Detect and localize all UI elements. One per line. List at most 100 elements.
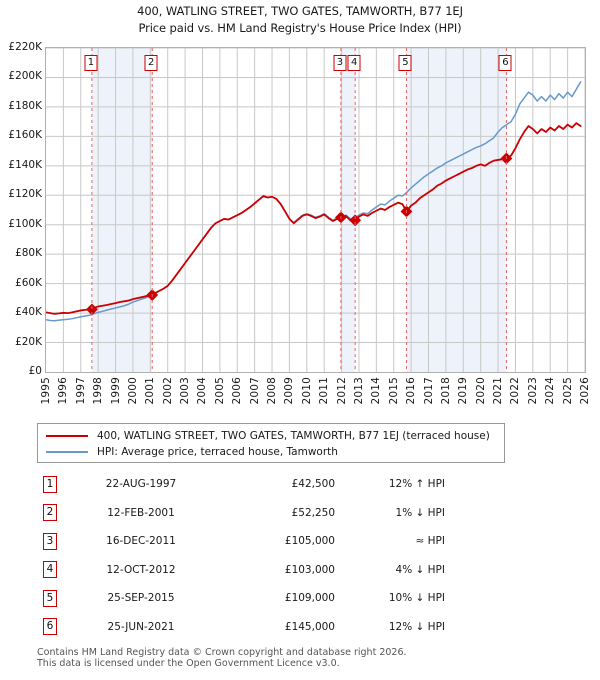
x-axis-tick-label: 1997 <box>74 377 87 405</box>
y-axis-tick-label: £80K <box>15 247 42 260</box>
legend-item-hpi: HPI: Average price, terraced house, Tamw… <box>38 444 504 460</box>
table-row: 1 22-AUG-1997 £42,500 12% ↑ HPI <box>37 470 505 499</box>
table-row: 2 12-FEB-2001 £52,250 1% ↓ HPI <box>37 499 505 528</box>
x-axis-tick-label: 2013 <box>352 377 365 405</box>
row-price: £105,000 <box>284 535 335 548</box>
plot-area <box>45 47 586 373</box>
chart-marker-badge: 6 <box>498 55 512 71</box>
row-hpi-delta: 10% ↓ HPI <box>388 592 445 605</box>
title-line-2: Price paid vs. HM Land Registry's House … <box>138 21 462 35</box>
row-price: £52,250 <box>291 506 335 519</box>
x-axis-tick-label: 1995 <box>40 377 52 405</box>
x-axis-tick-label: 2025 <box>561 377 574 405</box>
x-axis-tick-label: 2008 <box>266 377 279 405</box>
x-axis-tick-label: 2019 <box>457 377 470 405</box>
chart-marker-badge: 1 <box>84 55 98 71</box>
x-axis-tick-label: 1998 <box>92 377 105 405</box>
chart-container: £0 £20K £40K £60K £80K £100K £120K £140K £160K £1… <box>0 41 600 405</box>
x-axis-tick-label: 2024 <box>544 377 557 405</box>
x-axis-labels: 1995 1996 1997 1998 1999 2000 2001 2002 2003 2004… <box>40 375 591 425</box>
legend-swatch-hpi <box>46 451 88 453</box>
chart-marker-badge: 5 <box>398 55 412 71</box>
transactions-table: 1 22-AUG-1997 £42,500 12% ↑ HPI 2 12-FEB… <box>37 470 505 641</box>
x-axis-tick-label: 2026 <box>579 377 591 405</box>
x-axis-tick-label: 2018 <box>439 377 452 405</box>
row-number-badge: 6 <box>43 618 57 636</box>
x-axis-tick-label: 2005 <box>213 377 226 405</box>
series-line-property <box>46 122 582 315</box>
row-price: £42,500 <box>291 478 335 491</box>
y-axis-tick-label: £120K <box>8 188 42 201</box>
x-axis-tick-label: 2010 <box>300 377 313 405</box>
shaded-band <box>406 48 507 372</box>
legend-swatch-property <box>46 435 88 437</box>
x-axis-tick-label: 2006 <box>231 377 244 405</box>
legend-label-hpi: HPI: Average price, terraced house, Tamw… <box>97 446 338 458</box>
x-axis-tick-label: 2016 <box>405 377 418 405</box>
row-price: £145,000 <box>284 620 335 633</box>
table-row: 3 16-DEC-2011 £105,000 ≈ HPI <box>37 527 505 556</box>
x-axis-tick-label: 2014 <box>370 377 383 405</box>
y-axis-tick-label: £20K <box>15 335 42 348</box>
x-axis-tick-label: 2007 <box>248 377 261 405</box>
x-axis-tick-label: 2023 <box>526 377 539 405</box>
table-row: 5 25-SEP-2015 £109,000 10% ↓ HPI <box>37 584 505 613</box>
x-axis-tick-label: 1999 <box>109 377 122 405</box>
row-date: 12-FEB-2001 <box>107 506 175 519</box>
x-axis-tick-label: 2002 <box>161 377 174 405</box>
table-row: 6 25-JUN-2021 £145,000 12% ↓ HPI <box>37 613 505 642</box>
chart-marker-badge: 3 <box>333 55 347 71</box>
y-axis-tick-label: £160K <box>8 129 42 142</box>
row-hpi-delta: ≈ HPI <box>415 535 445 548</box>
row-price: £109,000 <box>284 592 335 605</box>
chart-legend: 400, WATLING STREET, TWO GATES, TAMWORTH… <box>37 423 505 463</box>
chart-marker-badge: 4 <box>347 55 361 71</box>
x-axis-tick-label: 2004 <box>196 377 209 405</box>
row-hpi-delta: 12% ↓ HPI <box>388 620 445 633</box>
title-line-1: 400, WATLING STREET, TWO GATES, TAMWORTH… <box>137 4 463 18</box>
table-row: 4 12-OCT-2012 £103,000 4% ↓ HPI <box>37 556 505 585</box>
row-date: 25-JUN-2021 <box>107 620 175 633</box>
footer-line-2: This data is licensed under the Open Gov… <box>37 658 340 669</box>
chart-marker-badge: 2 <box>144 55 158 71</box>
x-axis-tick-label: 2017 <box>422 377 435 405</box>
x-axis-tick-label: 2000 <box>126 377 139 405</box>
y-axis-tick-label: £180K <box>8 99 42 112</box>
y-axis-tick-label: £0 <box>28 365 42 377</box>
y-axis-tick-label: £100K <box>8 217 42 230</box>
row-number-badge: 2 <box>43 504 57 522</box>
shaded-band <box>340 48 356 372</box>
footer-line-1: Contains HM Land Registry data © Crown c… <box>37 647 407 658</box>
row-date: 12-OCT-2012 <box>106 563 176 576</box>
footer-attribution: Contains HM Land Registry data © Crown c… <box>37 647 557 669</box>
x-axis-tick-label: 2012 <box>335 377 348 405</box>
y-axis-tick-label: £40K <box>15 306 42 319</box>
row-number-badge: 4 <box>43 561 57 579</box>
y-axis-tick-label: £60K <box>15 276 42 289</box>
row-number-badge: 5 <box>43 589 57 607</box>
y-axis-tick-label: £220K <box>8 41 42 53</box>
row-date: 16-DEC-2011 <box>106 535 176 548</box>
y-axis-labels: £0 £20K £40K £60K £80K £100K £120K £140K £160K £1… <box>0 41 42 377</box>
row-hpi-delta: 12% ↑ HPI <box>388 478 445 491</box>
shaded-band <box>91 48 153 372</box>
row-date: 22-AUG-1997 <box>105 478 177 491</box>
x-axis-tick-label: 2003 <box>179 377 192 405</box>
row-date: 25-SEP-2015 <box>107 592 175 605</box>
page-title: 400, WATLING STREET, TWO GATES, TAMWORTH… <box>0 3 600 37</box>
x-axis-tick-label: 2011 <box>318 377 331 405</box>
row-hpi-delta: 1% ↓ HPI <box>395 506 445 519</box>
x-axis-tick-label: 2001 <box>144 377 157 405</box>
x-axis-tick-label: 2009 <box>283 377 296 405</box>
row-number-badge: 1 <box>43 475 57 493</box>
legend-label-property: 400, WATLING STREET, TWO GATES, TAMWORTH… <box>97 430 490 442</box>
row-hpi-delta: 4% ↓ HPI <box>395 563 445 576</box>
x-axis-tick-label: 2022 <box>509 377 522 405</box>
x-axis-tick-label: 1996 <box>57 377 70 405</box>
sale-marker-diamond <box>349 214 362 227</box>
y-axis-tick-label: £200K <box>8 70 42 83</box>
y-axis-tick-label: £140K <box>8 158 42 171</box>
x-axis-tick-label: 2015 <box>387 377 400 405</box>
x-axis-tick-label: 2020 <box>474 377 487 405</box>
